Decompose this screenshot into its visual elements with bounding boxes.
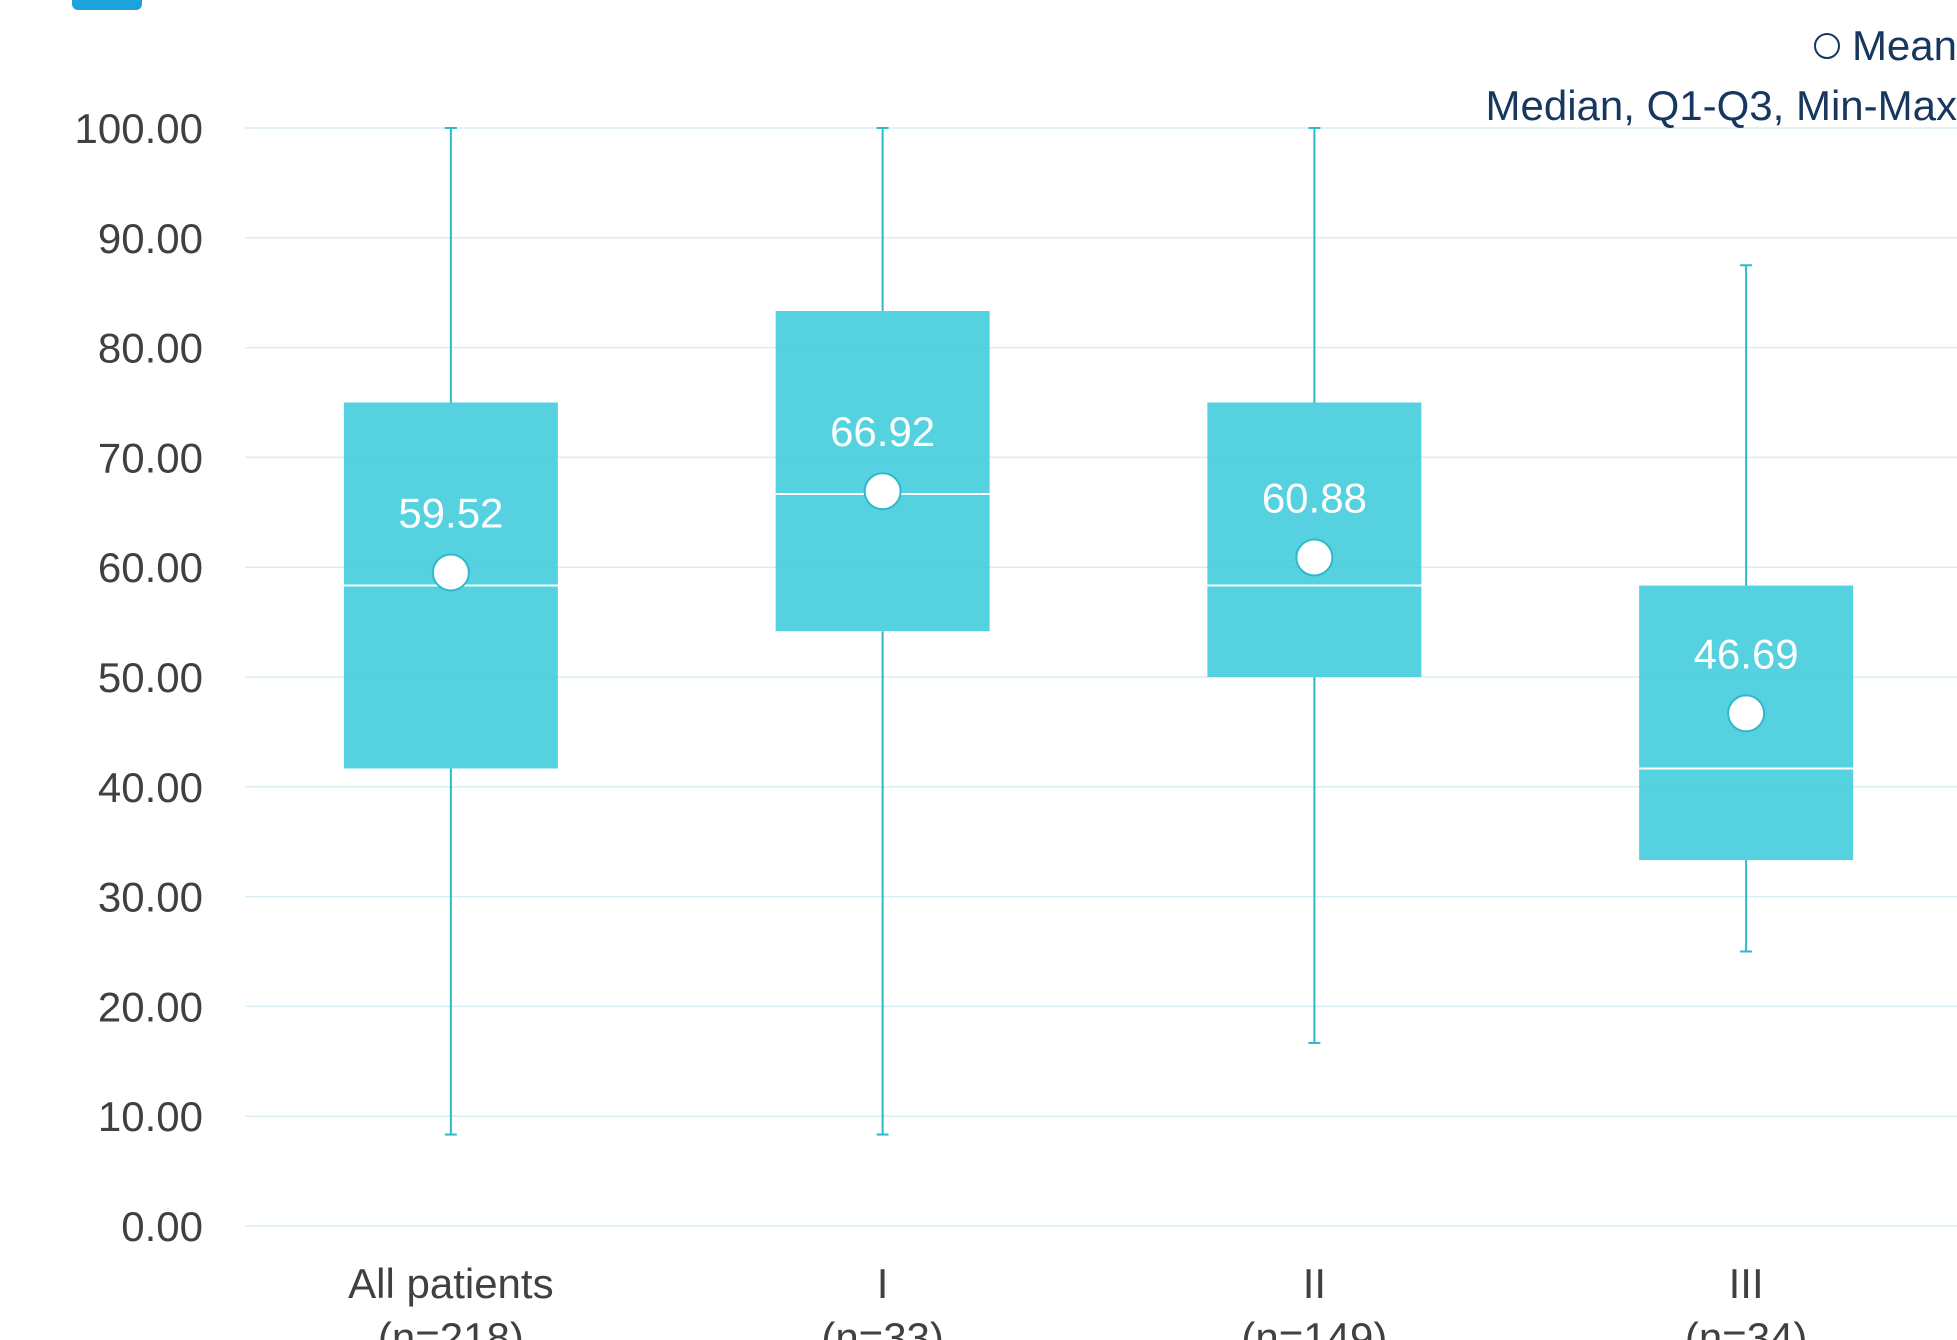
x-category-n-label: (n=33) bbox=[821, 1314, 944, 1340]
mean-value-label: 66.92 bbox=[830, 408, 935, 455]
mean-value-label: 60.88 bbox=[1262, 475, 1367, 522]
box-group: 46.69 bbox=[1639, 264, 1854, 953]
y-tick-label: 20.00 bbox=[98, 983, 203, 1030]
x-category-n-label: (n=218) bbox=[378, 1314, 524, 1340]
boxes: 59.52 66.92 60.88 46.69 bbox=[343, 127, 1854, 1136]
mean-circle-icon bbox=[1813, 32, 1840, 59]
y-tick-label: 10.00 bbox=[98, 1093, 203, 1140]
legend-mean-label: Mean bbox=[1851, 22, 1957, 69]
y-tick-label: 100.00 bbox=[75, 105, 203, 152]
mean-value-label: 46.69 bbox=[1694, 630, 1799, 677]
x-category-n-label: (n=34) bbox=[1685, 1314, 1808, 1340]
mean-marker bbox=[1727, 694, 1766, 733]
y-tick-label: 60.00 bbox=[98, 544, 203, 591]
x-category-label: III bbox=[1729, 1260, 1764, 1307]
y-tick-label: 70.00 bbox=[98, 434, 203, 481]
mean-value-label: 59.52 bbox=[398, 489, 503, 536]
y-tick-label: 30.00 bbox=[98, 874, 203, 921]
legend-stats: Median, Q1-Q3, Min-Max bbox=[1485, 82, 1957, 129]
y-tick-label: 40.00 bbox=[98, 764, 203, 811]
y-tick-label: 50.00 bbox=[98, 654, 203, 701]
mean-marker bbox=[431, 553, 470, 592]
x-category-n-label: (n=149) bbox=[1241, 1314, 1387, 1340]
y-tick-label: 80.00 bbox=[98, 325, 203, 372]
mean-marker bbox=[863, 472, 902, 511]
y-axis-ticks: 0.00 10.00 20.00 30.00 40.00 50.00 60.00 70.00 8… bbox=[75, 105, 203, 1250]
x-category-label: I bbox=[877, 1260, 889, 1307]
box-group: 59.52 bbox=[343, 127, 558, 1136]
legend-mean: Mean bbox=[1813, 22, 1957, 70]
y-tick-label: 90.00 bbox=[98, 215, 203, 262]
iqr-box bbox=[775, 311, 990, 632]
mean-marker bbox=[1295, 538, 1334, 577]
box-group: 66.92 bbox=[775, 127, 990, 1136]
x-axis-labels: All patients (n=218) I (n=33) II (n=149) III (n… bbox=[348, 1260, 1807, 1340]
box-group: 60.88 bbox=[1207, 127, 1422, 1044]
y-tick-label: 0.00 bbox=[121, 1203, 203, 1250]
corner-accent bbox=[72, 0, 142, 10]
x-category-label: All patients bbox=[348, 1260, 553, 1307]
x-category-label: II bbox=[1303, 1260, 1326, 1307]
